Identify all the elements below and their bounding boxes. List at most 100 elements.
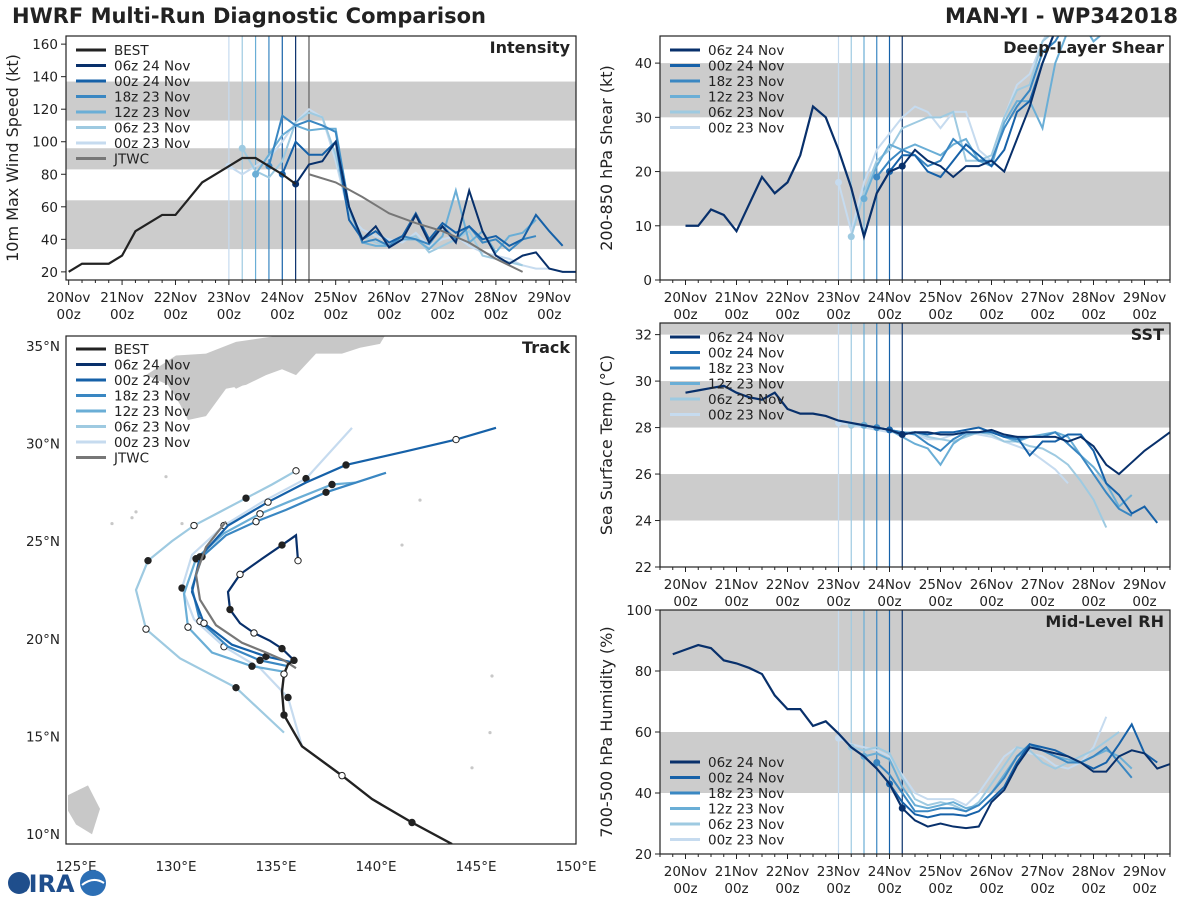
rh-series-line-1	[888, 722, 1158, 819]
intensity-x-tick-label-day: 20Nov	[47, 290, 91, 306]
shear-x-tick-label-hour: 00z	[775, 307, 799, 323]
track-legend-label-7: JTWC	[113, 451, 149, 467]
track-x-tick-label: 130°E	[155, 859, 196, 875]
track-series-marker-0	[226, 605, 234, 614]
sst-y-tick-label: 32	[635, 328, 652, 344]
shear-legend-label-3: 12z 23 Nov	[708, 90, 784, 106]
track-legend-label-4: 12z 23 Nov	[114, 404, 190, 420]
sst-x-tick-label-day: 28Nov	[1072, 577, 1116, 593]
sst-x-tick-label-hour: 00z	[826, 594, 850, 610]
track-series-marker-0	[250, 629, 258, 637]
shear-x-tick-label-hour: 00z	[928, 307, 952, 323]
track-series-marker-4	[232, 683, 240, 692]
sst-x-tick-label-hour: 00z	[673, 594, 697, 610]
track-series-marker-3	[184, 623, 192, 631]
rh-x-tick-label-hour: 00z	[877, 881, 901, 897]
rh-y-tick-label: 100	[626, 603, 652, 619]
sst-panel: 22242628303220Nov00z21Nov00z22Nov00z23No…	[597, 322, 1171, 610]
sst-series-line-0	[902, 428, 1170, 476]
shear-legend-label-4: 06z 23 Nov	[708, 105, 784, 121]
intensity-x-tick-label-hour: 00z	[377, 307, 401, 323]
intensity-x-tick-label-day: 21Nov	[100, 290, 144, 306]
track-series-marker-4	[144, 556, 152, 565]
intensity-x-tick-label-hour: 00z	[217, 307, 241, 323]
rh-x-tick-label-day: 29Nov	[1123, 864, 1167, 880]
sst-plot-area	[660, 323, 1170, 567]
shear-x-tick-label-day: 27Nov	[1021, 290, 1065, 306]
rh-legend-label-2: 18z 23 Nov	[708, 786, 784, 802]
intensity-x-tick-label-day: 24Nov	[261, 290, 305, 306]
rh-x-tick-label-day: 28Nov	[1072, 864, 1116, 880]
land-mass-2	[68, 785, 100, 835]
intensity-x-tick-label-hour: 00z	[430, 307, 454, 323]
intensity-x-tick-label-day: 26Nov	[367, 290, 411, 306]
track-x-tick-label: 140°E	[355, 859, 396, 875]
track-panel-title: Track	[522, 338, 570, 357]
island-1	[134, 510, 138, 514]
sst-x-tick-label-hour: 00z	[775, 594, 799, 610]
sst-legend-label-4: 06z 23 Nov	[708, 392, 784, 408]
sst-legend-label-1: 00z 24 Nov	[708, 346, 784, 362]
intensity-band-1	[66, 148, 576, 170]
intensity-series-line-4	[241, 111, 523, 267]
shear-x-tick-label-day: 20Nov	[664, 290, 708, 306]
track-series-marker-3	[328, 480, 336, 489]
shear-y-tick-label: 30	[635, 110, 652, 126]
rh-x-tick-label-day: 27Nov	[1021, 864, 1065, 880]
track-series-marker-4	[242, 494, 250, 502]
intensity-legend-label-2: 00z 24 Nov	[114, 74, 190, 90]
track-x-tick-label: 150°E	[555, 859, 596, 875]
intensity-plot-area	[66, 36, 576, 280]
sst-x-tick-label-hour: 00z	[1132, 594, 1156, 610]
sst-x-tick-label-day: 21Nov	[715, 577, 759, 593]
rh-x-tick-label-hour: 00z	[928, 881, 952, 897]
shear-x-tick-label-hour: 00z	[724, 307, 748, 323]
track-legend-label-2: 00z 24 Nov	[114, 373, 190, 389]
sst-x-tick-label-hour: 00z	[724, 594, 748, 610]
shear-y-tick-label: 40	[635, 56, 652, 72]
intensity-jtwc-line	[308, 173, 524, 273]
intensity-legend-label-1: 06z 24 Nov	[114, 59, 190, 75]
shear-x-tick-label-hour: 00z	[979, 307, 1003, 323]
shear-panel: 01020304020Nov00z21Nov00z22Nov00z23Nov00…	[597, 35, 1171, 323]
intensity-legend-label-5: 06z 23 Nov	[114, 121, 190, 137]
track-best-marker	[408, 818, 416, 827]
shear-series-line-0	[901, 36, 1055, 179]
rh-series-line-2	[876, 742, 1133, 813]
rh-x-tick-label-day: 22Nov	[766, 864, 810, 880]
intensity-x-tick-label-hour: 00z	[537, 307, 561, 323]
rh-band-1	[660, 610, 1170, 671]
intensity-legend-label-3: 18z 23 Nov	[114, 90, 190, 106]
track-series-marker-1	[342, 461, 350, 469]
rh-legend-label-5: 00z 23 Nov	[708, 833, 784, 849]
rh-y-tick-label: 40	[635, 786, 652, 802]
intensity-axis-frame	[65, 35, 577, 281]
logo-text: CIRA	[11, 870, 75, 898]
shear-x-tick-label-day: 28Nov	[1072, 290, 1116, 306]
intensity-panel-title: Intensity	[490, 38, 571, 57]
sst-x-tick-label-day: 29Nov	[1123, 577, 1167, 593]
track-legend-label-0: BEST	[114, 342, 149, 358]
page-title: HWRF Multi-Run Diagnostic Comparison	[12, 4, 487, 28]
shear-x-tick-label-day: 21Nov	[715, 290, 759, 306]
land-mass-0	[146, 336, 385, 421]
intensity-y-tick-label: 60	[41, 200, 58, 216]
sst-x-tick-label-day: 20Nov	[664, 577, 708, 593]
sst-x-tick-label-day: 23Nov	[817, 577, 861, 593]
sst-background	[660, 323, 1170, 567]
rh-x-tick-label-hour: 00z	[1081, 881, 1105, 897]
island-0	[164, 475, 168, 479]
rh-series-line-0	[901, 746, 1170, 830]
shear-series-start-point-5	[835, 178, 842, 186]
intensity-y-tick-label: 160	[32, 37, 58, 53]
sst-legend-label-3: 12z 23 Nov	[708, 377, 784, 393]
track-series-marker-2	[252, 517, 260, 526]
track-y-tick-label: 25°N	[26, 534, 60, 550]
intensity-x-tick-label-day: 22Nov	[154, 290, 198, 306]
track-best-marker	[280, 670, 288, 678]
shear-x-tick-label-day: 24Nov	[868, 290, 912, 306]
shear-x-tick-label-day: 23Nov	[817, 290, 861, 306]
intensity-series-start-point-3	[252, 170, 260, 178]
shear-panel-title: Deep-Layer Shear	[1003, 38, 1164, 57]
